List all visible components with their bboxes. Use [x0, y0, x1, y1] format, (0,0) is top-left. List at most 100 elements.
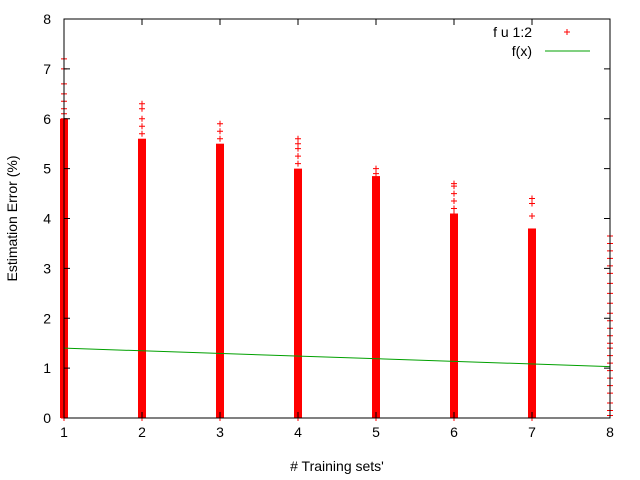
scatter-point: [217, 385, 223, 392]
scatter-point: [217, 241, 223, 248]
scatter-point: [373, 307, 379, 314]
scatter-point: [373, 193, 379, 200]
scatter-point: [217, 259, 223, 266]
scatter-point: [295, 283, 301, 290]
scatter-point: [451, 247, 457, 254]
y-tick-label: 4: [43, 211, 51, 227]
scatter-point: [217, 331, 223, 338]
scatter-point: [139, 289, 145, 296]
scatter-point: [295, 153, 301, 160]
scatter-point: [529, 259, 535, 266]
x-tick-label: 2: [138, 424, 146, 440]
scatter-point: [217, 367, 223, 374]
scatter-point: [217, 235, 223, 242]
scatter-point: [451, 379, 457, 386]
scatter-point: [139, 235, 145, 242]
scatter-point: [451, 259, 457, 266]
scatter-point: [139, 223, 145, 230]
legend-plus-marker: [564, 29, 570, 35]
scatter-point: [373, 349, 379, 356]
scatter-point: [451, 397, 457, 404]
scatter-point: [295, 295, 301, 302]
scatter-point: [451, 217, 457, 224]
scatter-point: [295, 160, 301, 167]
scatter-point: [451, 289, 457, 296]
scatter-point: [529, 379, 535, 386]
scatter-point: [373, 325, 379, 332]
scatter-point: [373, 343, 379, 350]
scatter-point: [373, 403, 379, 410]
scatter-point: [451, 301, 457, 308]
scatter-point: [295, 205, 301, 212]
scatter-point: [217, 391, 223, 398]
scatter-point: [373, 289, 379, 296]
x-tick-label: 7: [528, 424, 536, 440]
scatter-point: [139, 385, 145, 392]
y-tick-label: 6: [43, 111, 51, 127]
scatter-point: [139, 157, 145, 164]
scatter-point: [451, 283, 457, 290]
x-tick-label: 5: [372, 424, 380, 440]
scatter-point: [139, 349, 145, 356]
scatter-point: [217, 145, 223, 152]
scatter-point: [451, 361, 457, 368]
scatter-point: [217, 205, 223, 212]
scatter-point: [217, 379, 223, 386]
scatter-point: [139, 265, 145, 272]
scatter-point: [295, 349, 301, 356]
scatter-point: [139, 100, 145, 107]
scatter-point: [139, 169, 145, 176]
scatter-point: [295, 379, 301, 386]
scatter-point: [139, 139, 145, 146]
scatter-point: [295, 343, 301, 350]
scatter-point: [373, 247, 379, 254]
scatter-point: [529, 307, 535, 314]
scatter-point: [451, 198, 457, 205]
scatter-point: [451, 367, 457, 374]
scatter-point: [217, 187, 223, 194]
scatter-point: [217, 157, 223, 164]
scatter-point: [529, 331, 535, 338]
scatter-point: [217, 151, 223, 158]
scatter-point: [373, 253, 379, 260]
scatter-point: [217, 223, 223, 230]
scatter-point: [529, 241, 535, 248]
legend-label-line: f(x): [512, 43, 532, 59]
scatter-point: [451, 241, 457, 248]
scatter-point: [295, 385, 301, 392]
scatter-point: [451, 355, 457, 362]
legend-marker-scatter: [564, 29, 570, 35]
scatter-point: [217, 199, 223, 206]
scatter-point: [139, 181, 145, 188]
scatter-point: [373, 199, 379, 206]
scatter-point: [373, 259, 379, 266]
scatter-point: [295, 331, 301, 338]
scatter-point: [295, 199, 301, 206]
scatter-point: [139, 187, 145, 194]
x-tick-label: 1: [60, 424, 68, 440]
scatter-point: [217, 211, 223, 218]
scatter-point: [295, 211, 301, 218]
scatter-point: [217, 343, 223, 350]
x-tick-label: 6: [450, 424, 458, 440]
scatter-point: [217, 319, 223, 326]
scatter-point: [529, 247, 535, 254]
scatter-point: [139, 253, 145, 260]
legend: f u 1:2 f(x): [493, 24, 590, 59]
scatter-point: [139, 123, 145, 130]
scatter-point: [451, 205, 457, 212]
scatter-point: [373, 337, 379, 344]
scatter-point: [139, 367, 145, 374]
scatter-point: [217, 349, 223, 356]
scatter-point: [295, 259, 301, 266]
scatter-point: [139, 247, 145, 254]
scatter-point: [373, 367, 379, 374]
scatter-point: [529, 213, 535, 220]
scatter-point: [373, 361, 379, 368]
scatter-point: [217, 175, 223, 182]
scatter-point: [373, 235, 379, 242]
scatter-point: [295, 301, 301, 308]
scatter-point: [451, 223, 457, 230]
